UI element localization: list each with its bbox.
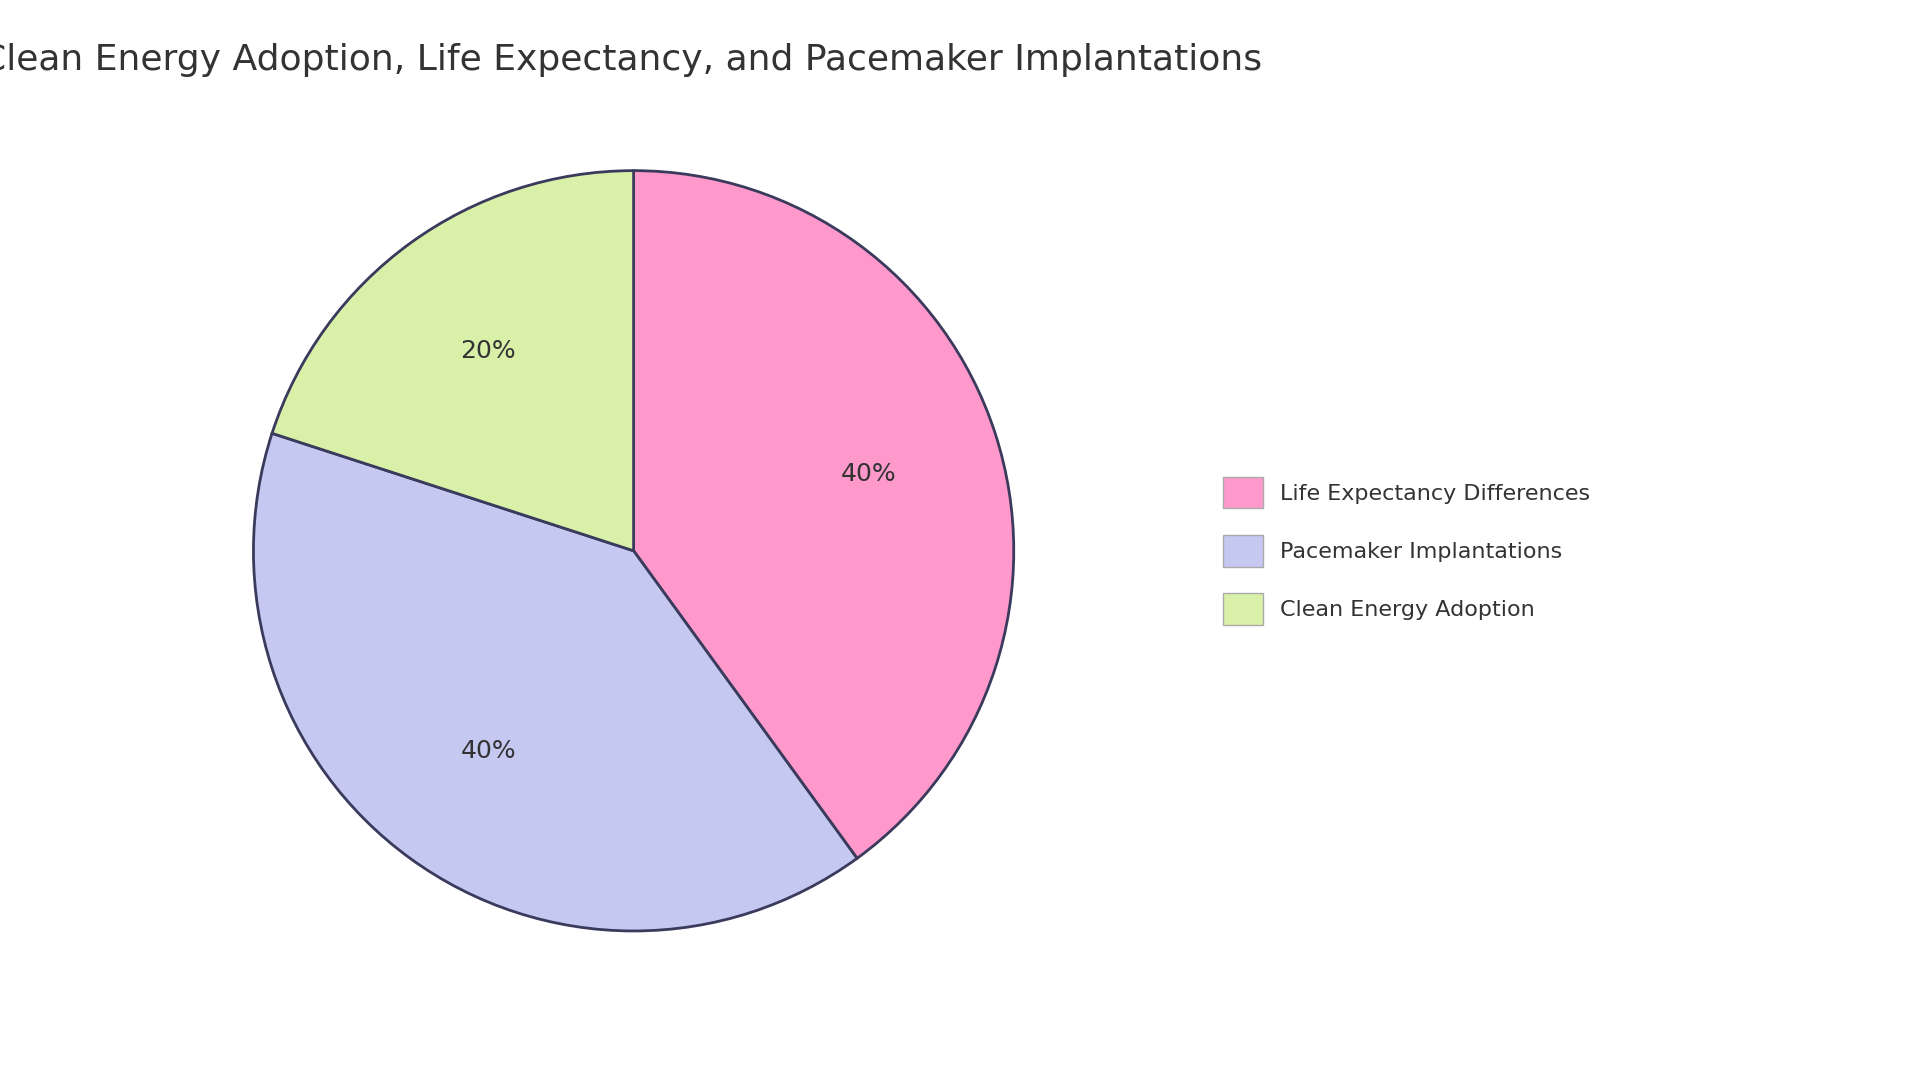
Wedge shape xyxy=(634,171,1014,859)
Text: 20%: 20% xyxy=(461,339,516,363)
Text: Clean Energy Adoption, Life Expectancy, and Pacemaker Implantations: Clean Energy Adoption, Life Expectancy, … xyxy=(0,43,1261,77)
Text: 40%: 40% xyxy=(841,462,897,486)
Wedge shape xyxy=(273,171,634,551)
Legend: Life Expectancy Differences, Pacemaker Implantations, Clean Energy Adoption: Life Expectancy Differences, Pacemaker I… xyxy=(1196,450,1617,651)
Text: 40%: 40% xyxy=(461,739,516,762)
Wedge shape xyxy=(253,433,856,931)
